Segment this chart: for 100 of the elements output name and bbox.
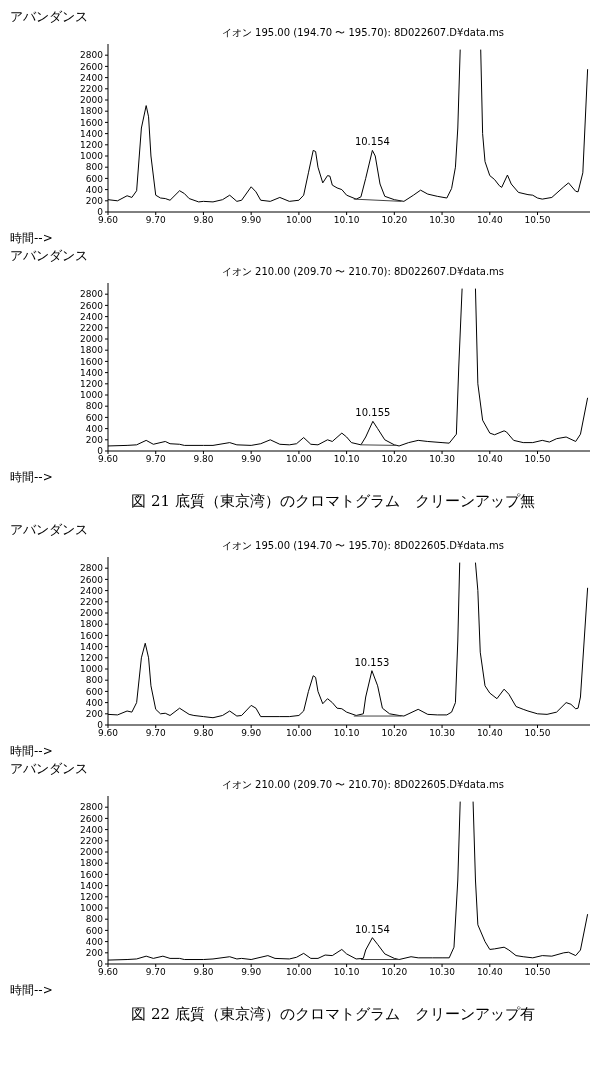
y-tick-label: 2400 (80, 585, 104, 596)
x-axis-title: 時間--> (10, 469, 54, 486)
x-tick-label: 10.10 (333, 215, 360, 226)
y-tick-label: 2600 (80, 574, 104, 585)
x-tick-label: 9.90 (241, 728, 262, 739)
x-tick-label: 10.20 (381, 728, 408, 739)
x-tick-label: 10.20 (381, 454, 408, 465)
y-tick-label: 2600 (80, 61, 104, 72)
y-tick-label: 2000 (80, 95, 104, 106)
x-tick-label: 10.40 (476, 454, 503, 465)
x-tick-label: 10.20 (381, 967, 408, 978)
y-tick-label: 2200 (80, 835, 104, 846)
chart-title: イオン 210.00 (209.70 〜 210.70): 8D022605.D¥data.ms (220, 778, 506, 792)
y-tick-label: 2200 (80, 83, 104, 94)
x-tick-label: 9.60 (97, 728, 119, 739)
y-tick-label: 600 (85, 686, 104, 697)
y-tick-label: 600 (85, 173, 104, 184)
y-tick-label: 1200 (80, 139, 104, 150)
x-tick-label: 10.30 (429, 728, 456, 739)
y-tick-label: 2800 (80, 289, 104, 300)
x-tick-label: 10.30 (429, 967, 456, 978)
x-tick-label: 10.10 (333, 967, 360, 978)
x-tick-label: 10.00 (286, 454, 313, 465)
y-tick-label: 1400 (80, 641, 104, 652)
x-tick-label: 9.80 (193, 967, 214, 978)
y-tick-label: 1000 (80, 390, 104, 401)
x-tick-label: 10.20 (381, 215, 408, 226)
caption: 図 21 底質（東京湾）のクロマトグラム クリーンアップ無 (130, 492, 536, 511)
y-tick-label: 0 (97, 207, 104, 218)
y-tick-label: 1200 (80, 891, 104, 902)
y-tick-label: 1400 (80, 880, 104, 891)
y-tick-label: 1000 (80, 903, 104, 914)
y-tick-label: 1400 (80, 367, 104, 378)
x-tick-label: 10.40 (476, 728, 503, 739)
y-tick-label: 1600 (80, 869, 104, 880)
y-tick-label: 1800 (80, 106, 104, 117)
x-tick-label: 9.60 (97, 454, 119, 465)
y-tick-label: 2800 (80, 563, 104, 574)
x-tick-label: 10.00 (286, 728, 313, 739)
annotation: 10.155 (355, 407, 391, 419)
y-tick-label: 2600 (80, 813, 104, 824)
x-tick-label: 10.50 (524, 215, 551, 226)
y-tick-label: 2200 (80, 322, 104, 333)
y-tick-label: 1600 (80, 117, 104, 128)
x-tick-label: 10.50 (524, 728, 551, 739)
y-tick-label: 400 (85, 423, 104, 434)
y-tick-label: 2000 (80, 847, 104, 858)
y-tick-label: 1000 (80, 664, 104, 675)
x-axis-title: 時間--> (10, 230, 54, 247)
y-tick-label: 1400 (80, 128, 104, 139)
y-tick-label: 2400 (80, 824, 104, 835)
chart-title: イオン 195.00 (194.70 〜 195.70): 8D022605.D¥data.ms (220, 539, 506, 553)
y-tick-label: 2000 (80, 334, 104, 345)
y-tick-label: 800 (85, 675, 104, 686)
x-tick-label: 9.70 (145, 967, 167, 978)
y-tick-label: 1800 (80, 858, 104, 869)
x-tick-label: 9.90 (241, 454, 262, 465)
x-tick-label: 9.80 (193, 728, 214, 739)
x-tick-label: 9.70 (145, 454, 167, 465)
x-tick-label: 10.40 (476, 967, 503, 978)
x-axis-title: 時間--> (10, 982, 54, 999)
x-axis-title: 時間--> (10, 743, 54, 760)
y-tick-label: 200 (85, 708, 104, 719)
y-axis-title: アバンダンス (10, 760, 89, 778)
y-axis-title: アバンダンス (10, 521, 89, 539)
x-tick-label: 10.00 (286, 215, 313, 226)
x-tick-label: 10.50 (524, 967, 551, 978)
chart-title: イオン 195.00 (194.70 〜 195.70): 8D022607.D¥data.ms (220, 26, 506, 40)
y-tick-label: 1600 (80, 630, 104, 641)
y-tick-label: 200 (85, 196, 104, 206)
y-tick-label: 200 (85, 434, 104, 445)
y-tick-label: 400 (85, 697, 104, 708)
x-tick-label: 10.10 (333, 454, 360, 465)
y-axis-title: アバンダンス (10, 247, 89, 265)
y-tick-label: 2200 (80, 596, 104, 607)
y-tick-label: 2800 (80, 802, 104, 813)
x-tick-label: 10.40 (476, 215, 503, 226)
x-tick-label: 9.90 (241, 215, 262, 226)
y-tick-label: 2400 (80, 72, 104, 83)
y-tick-label: 600 (85, 412, 104, 423)
y-tick-label: 2600 (80, 300, 104, 311)
annotation: 10.153 (354, 656, 390, 668)
x-tick-label: 9.80 (193, 215, 214, 226)
y-tick-label: 400 (85, 936, 104, 947)
x-tick-label: 9.70 (145, 728, 167, 739)
y-tick-label: 600 (85, 925, 104, 936)
x-tick-label: 10.30 (429, 454, 456, 465)
y-tick-label: 200 (85, 947, 104, 958)
x-tick-label: 10.10 (333, 728, 360, 739)
x-tick-label: 10.50 (524, 454, 551, 465)
y-tick-label: 0 (97, 959, 104, 970)
x-tick-label: 9.70 (145, 215, 167, 226)
y-tick-label: 2400 (80, 311, 104, 322)
y-tick-label: 400 (85, 184, 104, 195)
y-tick-label: 800 (85, 914, 104, 925)
y-tick-label: 800 (85, 401, 104, 412)
x-tick-label: 9.90 (241, 967, 262, 978)
y-tick-label: 2800 (80, 50, 104, 61)
y-tick-label: 800 (85, 162, 104, 173)
x-tick-label: 10.00 (286, 967, 313, 978)
